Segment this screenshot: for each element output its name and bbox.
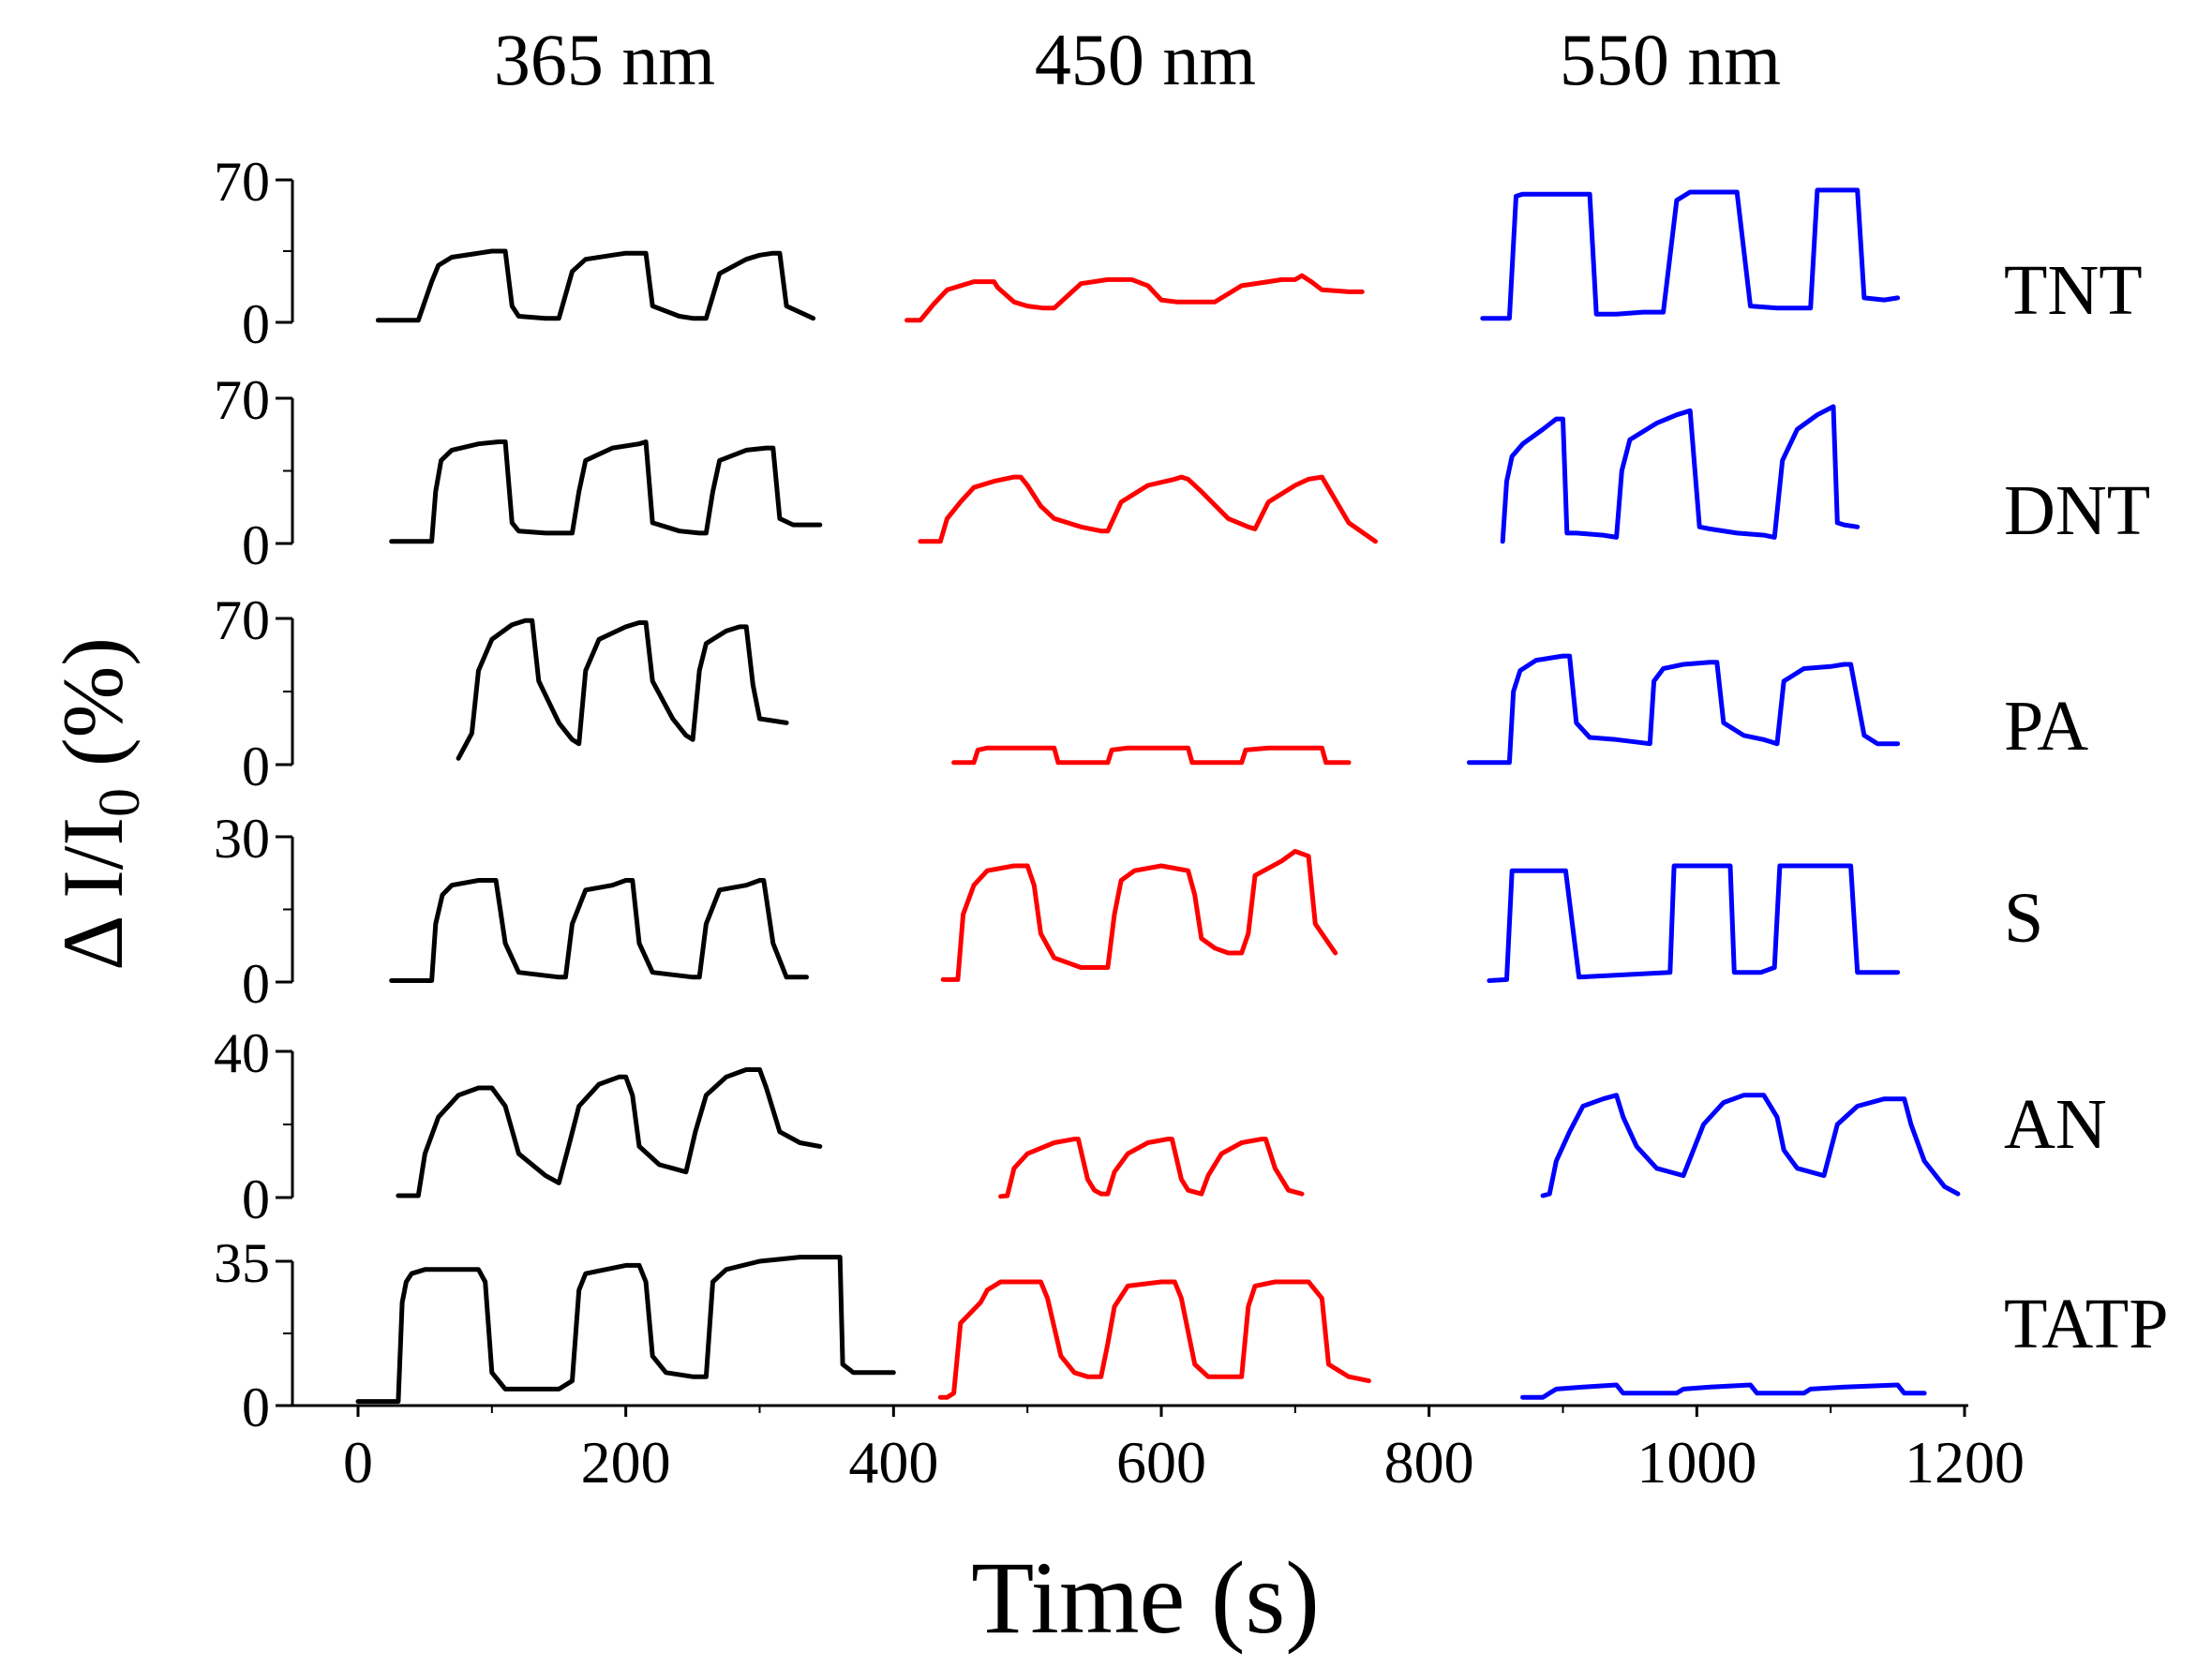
analyte-label-dnt: DNT [2004, 471, 2150, 550]
trace-pa-365nm [456, 618, 789, 761]
x-tick-label: 0 [343, 1429, 373, 1496]
trace-s-365nm [389, 878, 809, 983]
column-title-450: 450 nm [1035, 19, 1256, 100]
y-axis-label: Δ I/I0 (%) [45, 637, 152, 971]
y-tick-label: 70 [214, 151, 270, 213]
analyte-label-s: S [2004, 879, 2043, 958]
trace-dnt-450nm [918, 474, 1378, 544]
traces [355, 187, 1961, 1405]
y-tick-label: 0 [242, 1168, 270, 1230]
y-tick-label: 35 [214, 1232, 270, 1294]
y-tick-label: 40 [214, 1022, 270, 1084]
column-title-365: 365 nm [494, 19, 715, 100]
x-tick-label: 400 [848, 1429, 938, 1496]
trace-an-365nm [396, 1067, 823, 1198]
x-tick-label: 1200 [1905, 1429, 2025, 1496]
trace-tatp-450nm [937, 1279, 1371, 1400]
x-tick-label: 1000 [1637, 1429, 1756, 1496]
trace-pa-550nm [1467, 653, 1901, 766]
trace-tnt-550nm [1480, 187, 1901, 321]
trace-pa-450nm [951, 745, 1352, 766]
y-axis-label-suffix: (%) [45, 637, 141, 788]
y-tick-label: 0 [242, 1377, 270, 1438]
x-tick-label: 800 [1384, 1429, 1474, 1496]
trace-tnt-365nm [375, 248, 816, 323]
column-titles: 365 nm 450 nm 550 nm [494, 19, 1781, 100]
trace-s-450nm [940, 849, 1338, 982]
trace-tatp-365nm [355, 1255, 896, 1405]
trace-dnt-550nm [1500, 404, 1861, 544]
column-title-550: 550 nm [1560, 19, 1781, 100]
y-tick-label: 0 [242, 953, 270, 1015]
trace-tnt-450nm [904, 273, 1365, 323]
analyte-label-tnt: TNT [2004, 251, 2143, 330]
y-tick-label: 0 [242, 514, 270, 576]
y-tick-label: 0 [242, 736, 270, 797]
y-tick-label: 70 [214, 589, 270, 651]
trace-an-550nm [1540, 1093, 1961, 1198]
y-tick-label: 70 [214, 369, 270, 431]
svg-text:Δ I/I0 (%): Δ I/I0 (%) [45, 637, 152, 971]
trace-an-450nm [998, 1137, 1305, 1199]
y-axis-label-subscript: 0 [88, 788, 152, 817]
x-axis-label: Time (s) [971, 1540, 1320, 1655]
x-tick-label: 200 [581, 1429, 671, 1496]
y-tick-label: 30 [214, 808, 270, 870]
y-tick-label: 0 [242, 293, 270, 355]
analyte-label-an: AN [2004, 1085, 2107, 1164]
analyte-label-tatp: TATP [2004, 1285, 2169, 1363]
trace-s-550nm [1487, 863, 1901, 983]
y-axis-label-main: Δ I/I [45, 817, 141, 971]
analyte-label-pa: PA [2004, 687, 2088, 766]
trace-tatp-550nm [1520, 1382, 1927, 1400]
panel-labels: TNT DNT PA S AN TATP [2004, 251, 2169, 1363]
x-tick-label: 600 [1116, 1429, 1206, 1496]
trace-dnt-365nm [389, 439, 823, 544]
